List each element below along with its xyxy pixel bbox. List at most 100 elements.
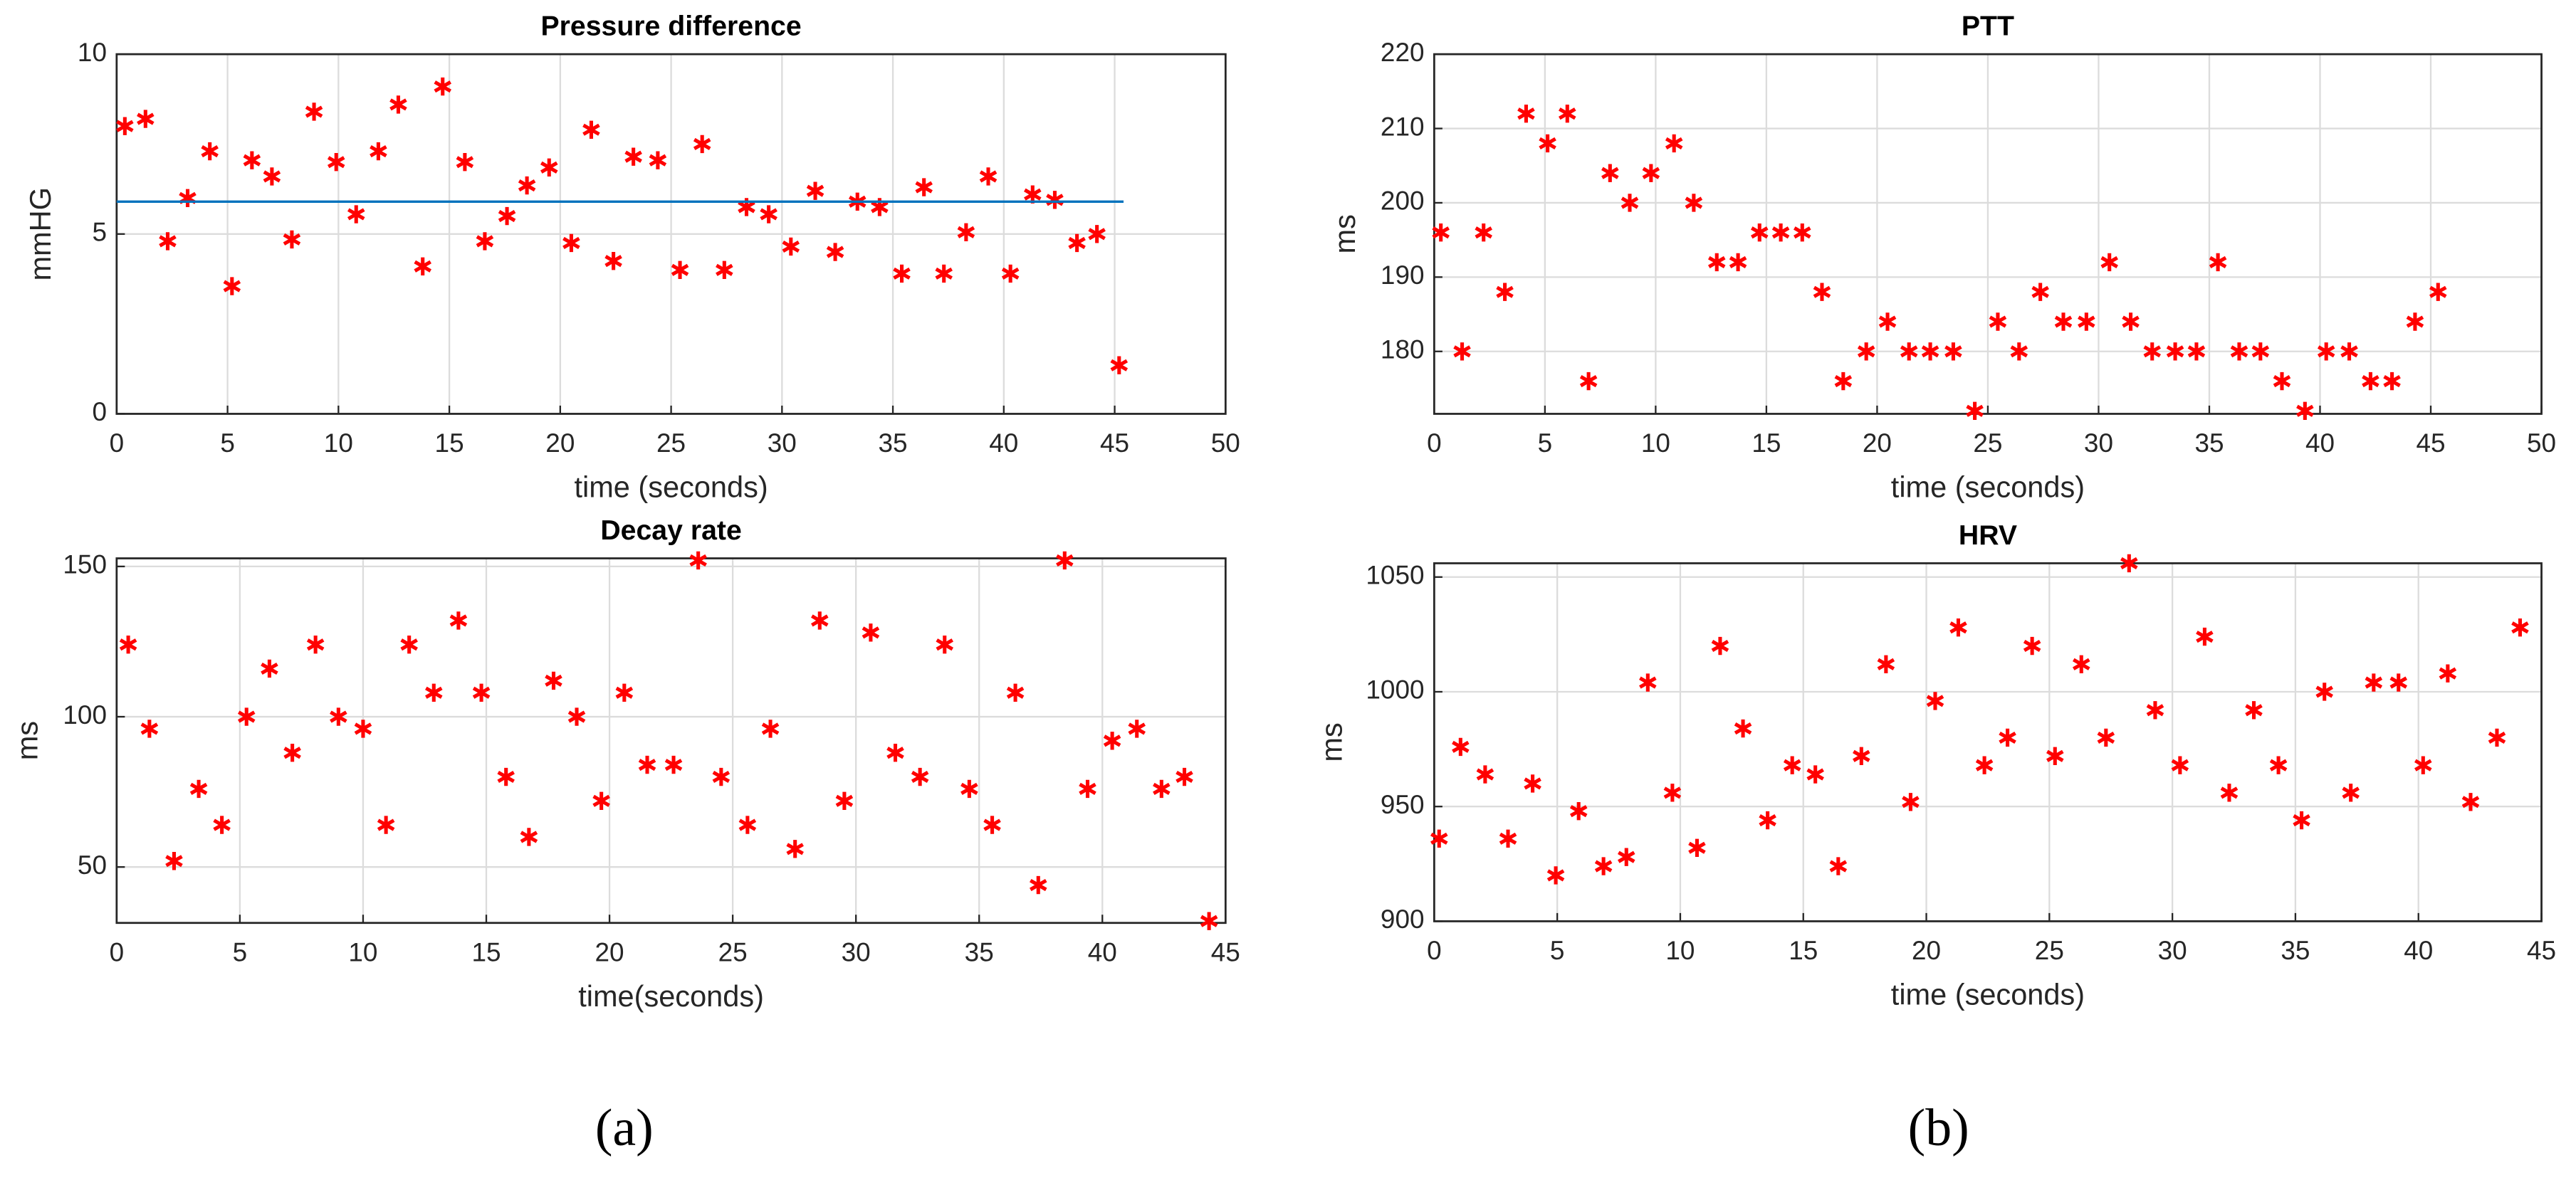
data-point <box>1794 223 1811 242</box>
y-tick-label: 1000 <box>1366 675 1424 705</box>
data-point <box>671 260 689 280</box>
data-point <box>1751 223 1769 242</box>
y-tick-label: 190 <box>1381 260 1425 290</box>
data-point <box>370 142 387 161</box>
data-point <box>562 233 580 253</box>
data-point <box>1711 636 1729 655</box>
data-point <box>862 623 880 642</box>
data-point <box>983 816 1001 834</box>
data-point <box>1665 134 1683 153</box>
x-tick-label: 15 <box>1752 428 1781 458</box>
data-point <box>213 816 231 834</box>
data-point <box>1663 784 1682 802</box>
y-axis-label: ms <box>1328 214 1361 253</box>
data-point <box>582 120 600 139</box>
x-tick-label: 20 <box>545 428 575 458</box>
data-point <box>545 671 562 690</box>
data-point <box>497 767 515 786</box>
data-point <box>540 158 558 177</box>
y-tick-label: 220 <box>1381 38 1425 67</box>
x-tick-label: 35 <box>2281 936 2310 965</box>
y-axis-label: mmHG <box>23 187 57 280</box>
chart-title: Decay rate <box>600 515 741 546</box>
data-point <box>1771 223 1790 242</box>
data-point <box>140 720 159 738</box>
data-point <box>414 257 431 275</box>
x-tick-label: 10 <box>324 428 353 458</box>
data-point <box>1618 848 1635 866</box>
data-point <box>389 95 407 114</box>
data-point <box>2362 372 2379 391</box>
y-tick-label: 1050 <box>1366 561 1424 590</box>
x-tick-label: 45 <box>1211 937 1240 967</box>
data-point <box>782 237 800 256</box>
data-point <box>1829 857 1848 875</box>
axes-frame <box>115 557 1227 925</box>
data-point <box>1128 720 1146 738</box>
data-point <box>518 176 536 195</box>
x-tick-label: 25 <box>656 428 686 458</box>
y-tick-label: 210 <box>1381 112 1425 141</box>
data-point <box>567 707 586 726</box>
x-tick-label: 40 <box>2404 936 2433 965</box>
data-point <box>2046 747 2064 765</box>
data-point <box>835 791 854 810</box>
chart-title: Pressure difference <box>540 11 801 42</box>
data-point <box>1496 283 1514 301</box>
y-tick-label: 5 <box>92 218 107 247</box>
x-tick-label: 20 <box>1912 936 1941 965</box>
y-axis-label: ms <box>1315 722 1349 762</box>
data-point <box>1926 692 1944 710</box>
x-tick-label: 15 <box>471 937 501 967</box>
x-tick-label: 25 <box>718 937 748 967</box>
data-point <box>2511 618 2529 637</box>
x-tick-label: 10 <box>1665 936 1695 965</box>
data-point <box>434 77 452 96</box>
data-point <box>449 611 468 630</box>
data-point <box>2429 283 2447 301</box>
data-point <box>2187 342 2206 361</box>
data-point <box>1834 372 1853 391</box>
data-point <box>1001 264 1020 283</box>
data-point <box>1452 737 1470 757</box>
x-tick-label: 35 <box>879 428 908 458</box>
data-point <box>649 151 667 169</box>
x-tick-label: 5 <box>220 428 235 458</box>
data-point <box>786 840 804 858</box>
data-point <box>2315 683 2333 701</box>
data-point <box>2230 342 2248 361</box>
x-tick-label: 30 <box>2084 428 2113 458</box>
data-point <box>1806 765 1824 784</box>
data-point <box>165 852 183 870</box>
data-point <box>1594 857 1613 875</box>
data-point <box>2073 655 2090 673</box>
data-point <box>283 744 301 762</box>
y-tick-label: 150 <box>63 550 107 579</box>
x-tick-label: 0 <box>1427 428 1442 458</box>
data-point <box>2461 793 2480 811</box>
y-tick-label: 10 <box>78 38 107 67</box>
x-tick-label: 15 <box>1789 936 1818 965</box>
data-point <box>306 636 325 654</box>
data-point <box>1430 829 1448 848</box>
data-point <box>738 816 757 834</box>
data-point <box>1103 732 1121 750</box>
x-tick-label: 5 <box>233 937 248 967</box>
data-point <box>1813 283 1831 301</box>
data-point <box>1079 779 1096 799</box>
data-point <box>1088 225 1106 243</box>
data-point <box>223 277 241 295</box>
data-point <box>137 110 155 128</box>
data-point <box>716 260 733 280</box>
data-point <box>1110 356 1129 374</box>
data-point <box>1949 618 1967 637</box>
data-point <box>263 167 281 186</box>
y-tick-label: 900 <box>1381 905 1425 934</box>
data-point <box>2406 312 2424 331</box>
data-point <box>604 252 622 270</box>
data-point <box>935 264 953 283</box>
x-tick-label: 5 <box>1538 428 1553 458</box>
data-point <box>2383 372 2401 391</box>
data-point <box>1579 372 1598 391</box>
